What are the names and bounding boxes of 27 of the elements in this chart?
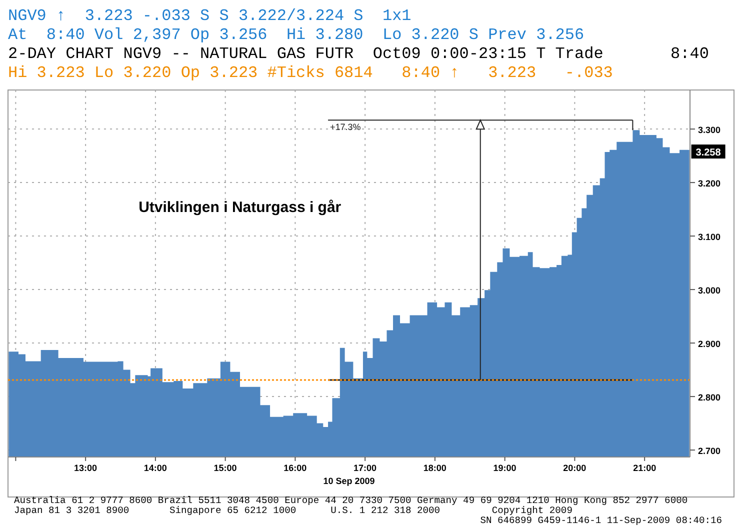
y-tick-label: 2.900 [698, 339, 721, 350]
y-tick-label: 3.000 [698, 286, 721, 296]
y-tick-label: 3.100 [698, 232, 721, 242]
x-tick-label: 21:00 [633, 463, 656, 473]
text: Utviklingen i Naturgass i går [138, 199, 342, 216]
x-tick-label: 14:00 [144, 463, 167, 473]
x-tick-label: 19:00 [493, 463, 516, 473]
text: 2-DAY CHART NGV9 -- NATURAL GAS FUTR Oct09 0:00-23:15 T Trade 8:40 [8, 45, 709, 63]
x-tick-label: 15:00 [214, 463, 237, 473]
y-tick-label: 2.800 [698, 392, 721, 403]
x-tick-label: 18:00 [423, 463, 446, 473]
x-tick-label: 17:00 [354, 463, 377, 473]
text: Australia 61 2 9777 8600 Brazil 5511 3048 4500 Europe 44 20 7330 7500 Germany 49 69 9204 1210 Hong Kong 852 2977 6000 [14, 495, 688, 506]
annotation: 3.258 [696, 148, 722, 159]
y-tick-label: 2.700 [698, 446, 721, 456]
x-tick-label: 16:00 [284, 463, 307, 473]
x-tick-label: 13:00 [74, 463, 98, 473]
x-axis-title: 10 Sep 2009 [323, 476, 375, 486]
text: SN 646899 G459-1146-1 11-Sep-2009 08:40:16 [480, 515, 722, 526]
text: NGV9 ↑ 3.223 -.033 S S 3.222/3.224 S 1x1 [8, 7, 412, 25]
x-tick-label: 20:00 [563, 463, 586, 473]
text: Japan 81 3 3201 8900 Singapore 65 6212 1000 U.S. 1 212 318 2000 Copyright 2009 [14, 505, 573, 516]
y-tick-label: 3.300 [698, 125, 721, 136]
y-tick-label: 3.200 [698, 178, 721, 189]
text: Hi 3.223 Lo 3.220 Op 3.223 #Ticks 6814 8:40 ↑ 3.223 -.033 [8, 64, 613, 82]
text: At 8:40 Vol 2,397 Op 3.256 Hi 3.280 Lo 3.220 S Prev 3.256 [8, 26, 584, 44]
annotation: +17.3% [330, 122, 361, 132]
